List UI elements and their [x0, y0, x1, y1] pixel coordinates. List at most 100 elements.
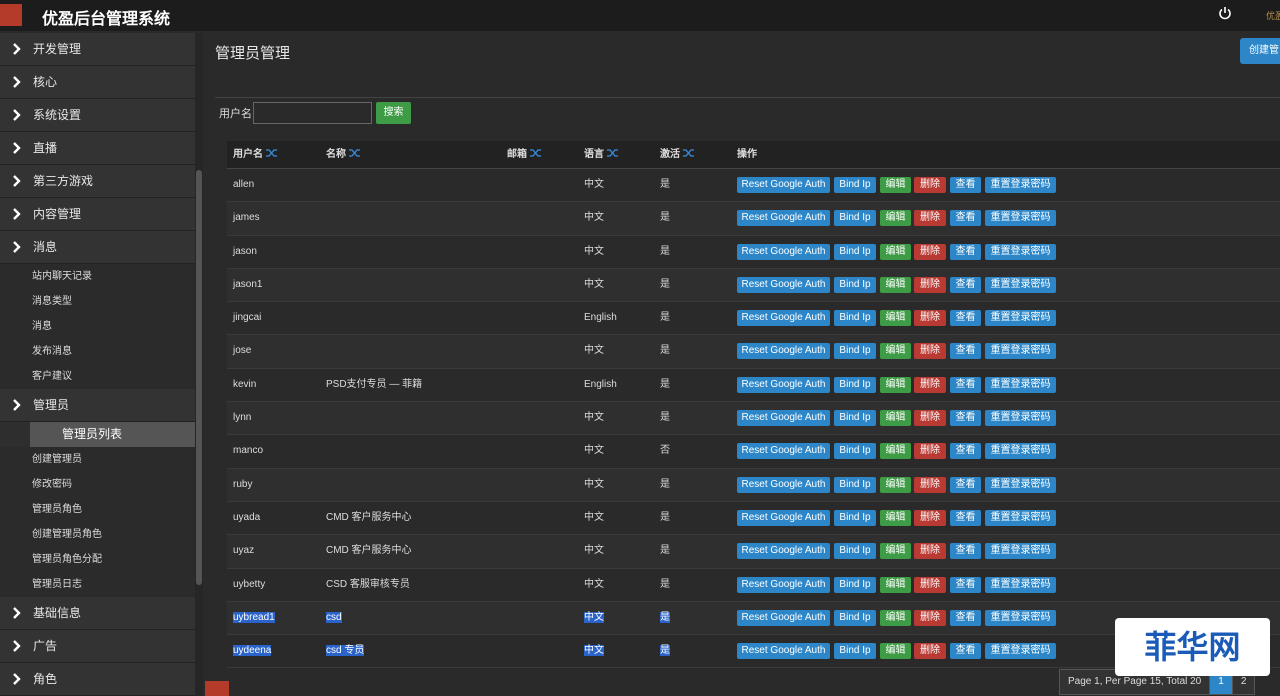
action-button[interactable]: 编辑	[880, 376, 911, 393]
menu-item[interactable]: 创建管理员	[0, 447, 195, 472]
action-button[interactable]: Bind Ip	[834, 543, 876, 560]
action-button[interactable]: Bind Ip	[834, 509, 876, 526]
search-button[interactable]: 搜索	[376, 102, 411, 124]
column-header[interactable]: 语言	[584, 141, 618, 168]
action-button[interactable]: 删除	[914, 343, 946, 360]
menu-item[interactable]: 管理员角色分配	[0, 547, 195, 572]
action-button[interactable]: 查看	[950, 210, 981, 227]
action-button[interactable]: 删除	[914, 476, 946, 493]
action-button[interactable]: Bind Ip	[834, 310, 876, 327]
action-button[interactable]: 查看	[950, 443, 981, 460]
menu-item[interactable]: 管理员角色	[0, 497, 195, 522]
menu-group[interactable]: 开发管理	[0, 33, 195, 66]
action-button[interactable]: 删除	[914, 443, 946, 460]
action-button[interactable]: 重置登录密码	[985, 476, 1056, 493]
action-button[interactable]: 编辑	[880, 576, 911, 593]
action-button[interactable]: Bind Ip	[834, 443, 876, 460]
action-button[interactable]: Reset Google Auth	[737, 543, 830, 560]
action-button[interactable]: Bind Ip	[834, 643, 876, 660]
action-button[interactable]: 重置登录密码	[985, 609, 1056, 626]
action-button[interactable]: 删除	[914, 243, 946, 260]
action-button[interactable]: Reset Google Auth	[737, 243, 830, 260]
action-button[interactable]: 编辑	[880, 643, 911, 660]
action-button[interactable]: 重置登录密码	[985, 509, 1056, 526]
action-button[interactable]: 编辑	[880, 443, 911, 460]
menu-item[interactable]: 消息类型	[0, 289, 195, 314]
action-button[interactable]: 删除	[914, 643, 946, 660]
sort-icon[interactable]	[265, 149, 277, 157]
scrollbar-thumb[interactable]	[196, 170, 202, 585]
action-button[interactable]: 重置登录密码	[985, 243, 1056, 260]
search-input[interactable]	[253, 102, 372, 124]
menu-item[interactable]: 管理员日志	[0, 572, 195, 597]
action-button[interactable]: 编辑	[880, 310, 911, 327]
sort-icon[interactable]	[606, 149, 618, 157]
action-button[interactable]: 重置登录密码	[985, 177, 1056, 193]
menu-group[interactable]: 角色	[0, 663, 195, 696]
action-button[interactable]: 重置登录密码	[985, 543, 1056, 560]
action-button[interactable]: 重置登录密码	[985, 643, 1056, 660]
action-button[interactable]: 查看	[950, 243, 981, 260]
action-button[interactable]: Bind Ip	[834, 177, 876, 193]
action-button[interactable]: 删除	[914, 410, 946, 427]
action-button[interactable]: 重置登录密码	[985, 376, 1056, 393]
action-button[interactable]: Reset Google Auth	[737, 410, 830, 427]
action-button[interactable]: 编辑	[880, 210, 911, 227]
menu-item[interactable]: 站内聊天记录	[0, 264, 195, 289]
action-button[interactable]: 删除	[914, 210, 946, 227]
menu-item[interactable]: 管理员列表	[30, 422, 195, 447]
action-button[interactable]: 删除	[914, 509, 946, 526]
power-icon[interactable]	[1218, 6, 1232, 20]
action-button[interactable]: Bind Ip	[834, 410, 876, 427]
action-button[interactable]: 重置登录密码	[985, 343, 1056, 360]
action-button[interactable]: 查看	[950, 177, 981, 193]
action-button[interactable]: Reset Google Auth	[737, 509, 830, 526]
action-button[interactable]: 删除	[914, 376, 946, 393]
action-button[interactable]: 编辑	[880, 543, 911, 560]
action-button[interactable]: Bind Ip	[834, 476, 876, 493]
sort-icon[interactable]	[348, 149, 360, 157]
action-button[interactable]: 删除	[914, 177, 946, 193]
action-button[interactable]: 编辑	[880, 509, 911, 526]
action-button[interactable]: 编辑	[880, 177, 911, 193]
action-button[interactable]: 删除	[914, 543, 946, 560]
action-button[interactable]: 查看	[950, 543, 981, 560]
action-button[interactable]: 查看	[950, 576, 981, 593]
action-button[interactable]: 查看	[950, 476, 981, 493]
action-button[interactable]: 查看	[950, 276, 981, 293]
action-button[interactable]: 重置登录密码	[985, 310, 1056, 327]
action-button[interactable]: 重置登录密码	[985, 443, 1056, 460]
action-button[interactable]: Reset Google Auth	[737, 210, 830, 227]
menu-group[interactable]: 内容管理	[0, 198, 195, 231]
action-button[interactable]: Reset Google Auth	[737, 310, 830, 327]
action-button[interactable]: Reset Google Auth	[737, 443, 830, 460]
action-button[interactable]: 查看	[950, 376, 981, 393]
action-button[interactable]: 删除	[914, 609, 946, 626]
menu-item[interactable]: 客户建议	[0, 364, 195, 389]
column-header[interactable]: 名称	[326, 141, 360, 168]
action-button[interactable]: 重置登录密码	[985, 276, 1056, 293]
menu-item[interactable]: 发布消息	[0, 339, 195, 364]
action-button[interactable]: 查看	[950, 609, 981, 626]
action-button[interactable]: Reset Google Auth	[737, 376, 830, 393]
action-button[interactable]: Reset Google Auth	[737, 576, 830, 593]
action-button[interactable]: 查看	[950, 509, 981, 526]
action-button[interactable]: 编辑	[880, 243, 911, 260]
action-button[interactable]: Bind Ip	[834, 210, 876, 227]
action-button[interactable]: 编辑	[880, 343, 911, 360]
action-button[interactable]: 删除	[914, 310, 946, 327]
action-button[interactable]: Reset Google Auth	[737, 343, 830, 360]
column-header[interactable]: 用户名	[233, 141, 277, 168]
menu-group[interactable]: 核心	[0, 66, 195, 99]
action-button[interactable]: Bind Ip	[834, 243, 876, 260]
action-button[interactable]: Bind Ip	[834, 609, 876, 626]
menu-item[interactable]: 创建管理员角色	[0, 522, 195, 547]
action-button[interactable]: 编辑	[880, 476, 911, 493]
menu-group[interactable]: 基础信息	[0, 597, 195, 630]
create-button[interactable]: 创建管	[1240, 38, 1280, 64]
action-button[interactable]: Bind Ip	[834, 343, 876, 360]
action-button[interactable]: Bind Ip	[834, 376, 876, 393]
column-header[interactable]: 邮箱	[507, 141, 541, 168]
action-button[interactable]: Bind Ip	[834, 276, 876, 293]
action-button[interactable]: 查看	[950, 643, 981, 660]
